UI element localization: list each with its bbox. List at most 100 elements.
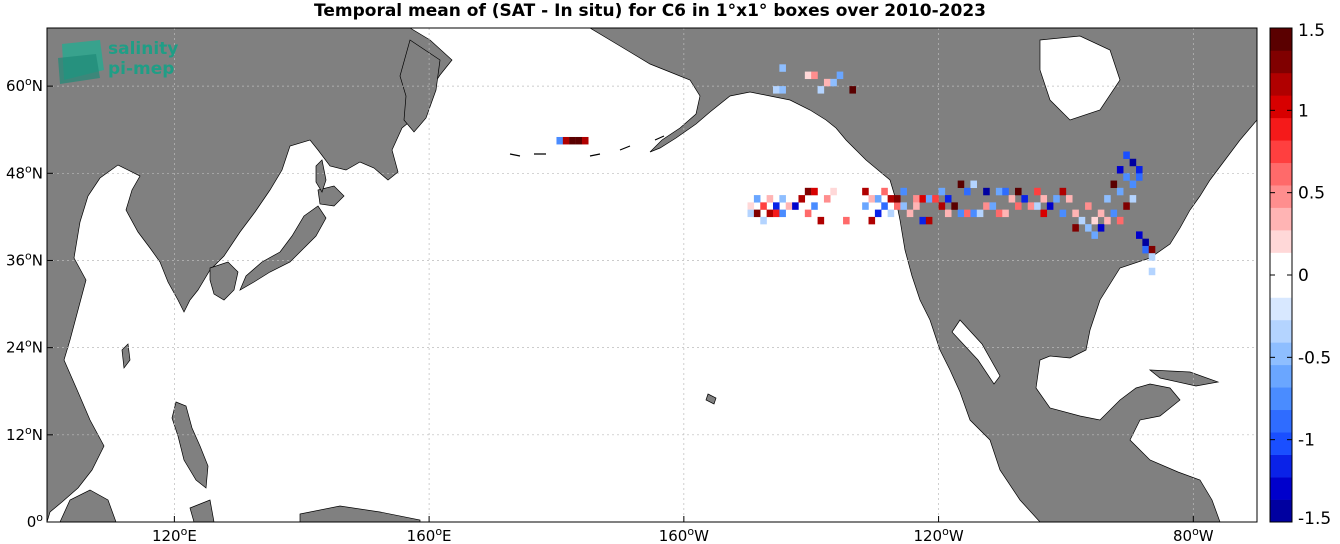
salinity-pi-mep-logo: salinity pi-mep xyxy=(58,39,178,84)
land-taiwan xyxy=(121,343,131,369)
data-cell xyxy=(1059,187,1067,196)
data-cell xyxy=(830,78,837,87)
data-cell xyxy=(951,202,958,210)
lat-tick-label: 24oN xyxy=(6,337,43,357)
colorbar-step xyxy=(1270,477,1292,500)
data-cell xyxy=(779,209,786,218)
data-cell xyxy=(1085,202,1092,210)
data-cell xyxy=(785,202,793,210)
data-cell xyxy=(1085,224,1092,232)
data-cell xyxy=(760,202,767,210)
data-cell xyxy=(836,71,844,80)
map-title: Temporal mean of (SAT - In situ) for C6 … xyxy=(314,1,986,21)
data-cell xyxy=(913,195,920,203)
data-cell xyxy=(1015,202,1022,210)
logo-line1: salinity xyxy=(108,39,178,59)
data-cell xyxy=(874,209,882,218)
data-cell xyxy=(868,195,876,203)
data-cell xyxy=(1046,202,1054,210)
data-cell xyxy=(747,202,755,210)
land-cuba xyxy=(1148,369,1220,387)
land-kamchatka xyxy=(399,39,441,133)
data-cell xyxy=(779,195,786,203)
land-layer xyxy=(47,28,1257,522)
colorbar-step xyxy=(1270,207,1292,231)
data-cell xyxy=(1097,224,1105,232)
data-cell xyxy=(995,187,1003,196)
colorbar-tick-label: -0.5 xyxy=(1298,348,1331,368)
data-cell xyxy=(1136,166,1143,174)
data-cell xyxy=(773,202,780,210)
data-cell xyxy=(1091,231,1098,239)
land-sakhalin xyxy=(315,159,327,193)
data-cell xyxy=(747,209,755,218)
data-cell xyxy=(970,209,977,218)
data-cell xyxy=(1129,180,1137,189)
colorbar-step xyxy=(1270,499,1292,523)
data-cell xyxy=(811,202,818,210)
colorbar-step xyxy=(1270,185,1292,208)
data-cell xyxy=(1136,173,1143,181)
data-cell xyxy=(1116,187,1124,196)
lon-tick-label: 80oW xyxy=(1173,525,1214,544)
data-cell xyxy=(843,216,850,225)
data-cell xyxy=(1097,209,1105,218)
data-cell xyxy=(1110,209,1118,218)
data-cell xyxy=(1091,216,1098,225)
data-cell xyxy=(766,209,774,218)
lat-tick-label: 60oN xyxy=(6,75,43,95)
land-japan xyxy=(239,205,327,291)
data-cell xyxy=(811,187,818,196)
data-cell xyxy=(817,86,825,94)
data-cell xyxy=(779,86,786,94)
data-cell xyxy=(1142,245,1149,254)
data-cell xyxy=(925,216,933,225)
colorbar-step xyxy=(1270,140,1292,164)
land-korea xyxy=(209,261,239,301)
data-cell xyxy=(938,187,946,196)
data-cell xyxy=(964,209,971,218)
data-cell xyxy=(862,202,869,210)
colorbar-step xyxy=(1270,432,1292,455)
land-new-guinea xyxy=(299,505,421,522)
data-cell xyxy=(581,136,589,145)
map-frame xyxy=(46,27,1258,523)
data-cell xyxy=(1053,195,1060,203)
data-cell xyxy=(760,216,767,225)
data-cell xyxy=(1034,202,1041,210)
colorbar-step xyxy=(1270,117,1292,141)
lon-tick-label: 160oW xyxy=(659,525,709,544)
data-cell xyxy=(862,187,869,196)
data-cells xyxy=(556,64,1156,276)
colorbar-step xyxy=(1270,454,1292,478)
land-philippines xyxy=(171,401,209,489)
data-cell xyxy=(753,209,761,218)
data-cell xyxy=(1129,195,1137,203)
data-cell xyxy=(1123,151,1130,159)
colorbar-tick-label: 1.5 xyxy=(1298,21,1325,41)
data-cell xyxy=(1015,187,1022,196)
data-cell xyxy=(1116,166,1124,174)
data-cell xyxy=(944,195,952,203)
data-cell xyxy=(894,202,901,210)
colorbar-step xyxy=(1270,162,1292,186)
colorbar-ticks: 1.5 1 0.5 0 -0.5 -1 -1.5 xyxy=(1270,21,1331,529)
data-cell xyxy=(1059,209,1067,218)
data-cell xyxy=(562,136,570,145)
data-cell xyxy=(1142,238,1149,247)
data-cell xyxy=(1116,216,1124,225)
latitude-labels: 0o 12oN 24oN 36oN 48oN 60oN xyxy=(6,75,53,531)
colorbar-step xyxy=(1270,364,1292,388)
colorbar-tick-label: 0 xyxy=(1298,266,1309,286)
colorbar-step xyxy=(1270,72,1292,96)
land-aleutians xyxy=(509,135,665,157)
data-cell xyxy=(925,195,933,203)
data-cell xyxy=(1040,209,1048,218)
colorbar xyxy=(1270,28,1292,523)
data-cell xyxy=(779,64,786,72)
colorbar-step xyxy=(1270,28,1292,51)
lat-tick-label: 0o xyxy=(27,511,44,531)
data-cell xyxy=(900,187,907,196)
data-cell xyxy=(1078,216,1086,225)
data-cell xyxy=(1072,209,1079,218)
